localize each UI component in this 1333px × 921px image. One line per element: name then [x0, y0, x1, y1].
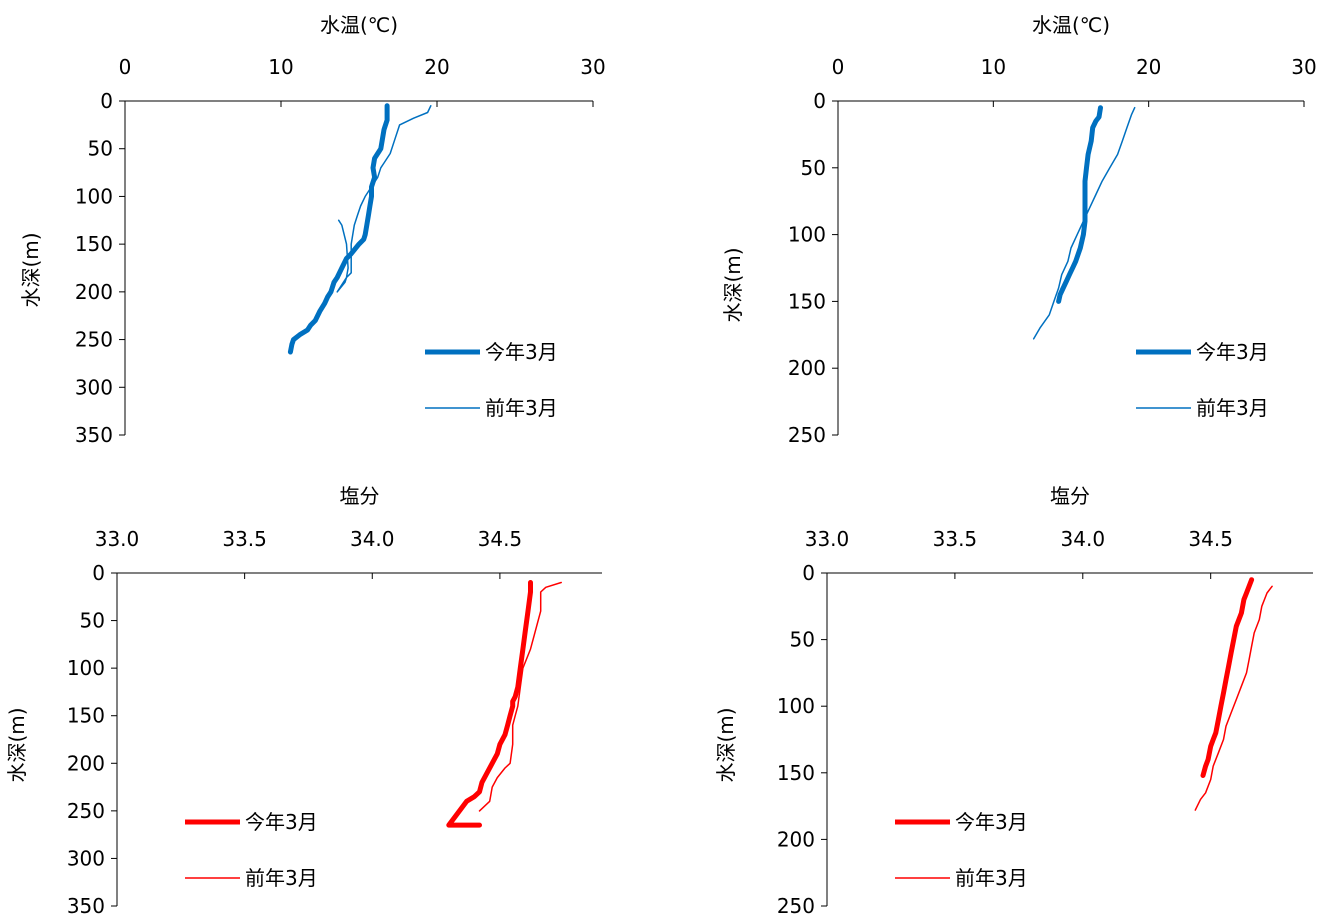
- x-tick-label: 33.0: [95, 527, 140, 551]
- y-tick-label: 250: [75, 328, 113, 352]
- x-tick-label: 34.0: [350, 527, 395, 551]
- x-tick-label: 20: [424, 55, 449, 79]
- y-tick-label: 200: [67, 751, 105, 775]
- x-tick-label: 34.5: [1188, 527, 1233, 551]
- y-tick-label: 0: [100, 89, 113, 113]
- x-tick-label: 0: [119, 55, 132, 79]
- legend-label-this-year: 今年3月: [485, 340, 558, 364]
- y-tick-label: 150: [788, 289, 826, 313]
- x-tick-label: 10: [981, 55, 1006, 79]
- y-axis-title: 水深(m): [5, 707, 29, 782]
- y-tick-label: 100: [67, 656, 105, 680]
- x-tick-label: 30: [1291, 55, 1316, 79]
- y-tick-label: 0: [802, 561, 815, 585]
- x-tick-label: 10: [268, 55, 293, 79]
- y-tick-label: 150: [777, 761, 815, 785]
- y-tick-label: 300: [75, 375, 113, 399]
- y-tick-label: 250: [67, 799, 105, 823]
- x-axis-title: 塩分: [1050, 484, 1090, 508]
- y-tick-label: 200: [777, 827, 815, 851]
- x-tick-label: 34.5: [478, 527, 523, 551]
- y-axis-title: 水深(m): [721, 247, 745, 322]
- x-axis-title: 水温(℃): [320, 13, 398, 37]
- legend-label-last-year: 前年3月: [245, 866, 318, 890]
- x-tick-label: 0: [832, 55, 845, 79]
- x-tick-label: 34.0: [1061, 527, 1106, 551]
- series-line-this-year: [446, 580, 533, 828]
- x-tick-label: 33.5: [933, 527, 978, 551]
- series-line-this-year: [1200, 577, 1255, 778]
- series-line-last-year: [1032, 106, 1136, 340]
- x-tick-label: 30: [580, 55, 605, 79]
- chart-panel-3: 33.0 33.5 34.0 34.5 0 50 100 150 200 250 300 350 塩分水…: [5, 484, 602, 918]
- y-tick-label: 350: [75, 423, 113, 447]
- y-tick-label: 300: [67, 846, 105, 870]
- y-axis-title: 水深(m): [19, 232, 43, 307]
- y-tick-label: 100: [788, 223, 826, 247]
- x-tick-label: 33.0: [805, 527, 850, 551]
- series-line-last-year: [1194, 585, 1273, 811]
- legend-label-this-year: 今年3月: [955, 810, 1028, 834]
- y-tick-label: 50: [790, 628, 815, 652]
- legend-label-this-year: 今年3月: [245, 810, 318, 834]
- series-line-this-year: [1056, 105, 1103, 304]
- legend-label-last-year: 前年3月: [485, 396, 558, 420]
- x-tick-label: 20: [1136, 55, 1161, 79]
- y-tick-label: 150: [75, 232, 113, 256]
- chart-panel-1: 0 10 20 30050100150200250300350水温(℃)水深(m)今年…: [19, 13, 606, 447]
- x-axis-title: 塩分: [340, 484, 380, 508]
- x-tick-label: 33.5: [222, 527, 267, 551]
- series-line-last-year: [478, 581, 562, 812]
- legend-label-this-year: 今年3月: [1196, 340, 1269, 364]
- y-tick-label: 0: [813, 89, 826, 113]
- y-tick-label: 100: [777, 694, 815, 718]
- series-line-last-year: [336, 105, 432, 293]
- y-tick-label: 0: [92, 561, 105, 585]
- legend-label-last-year: 前年3月: [955, 866, 1028, 890]
- y-tick-label: 100: [75, 184, 113, 208]
- y-tick-label: 200: [75, 280, 113, 304]
- x-axis-title: 水温(℃): [1032, 13, 1110, 37]
- y-axis-title: 水深(m): [714, 707, 738, 782]
- legend-label-last-year: 前年3月: [1196, 396, 1269, 420]
- y-tick-label: 150: [67, 704, 105, 728]
- y-tick-label: 250: [788, 423, 826, 447]
- series-line-this-year: [287, 103, 390, 355]
- y-tick-label: 200: [788, 356, 826, 380]
- y-tick-label: 50: [801, 156, 826, 180]
- y-tick-label: 50: [80, 609, 105, 633]
- y-tick-label: 50: [88, 137, 113, 161]
- y-tick-label: 250: [777, 894, 815, 918]
- y-tick-label: 350: [67, 894, 105, 918]
